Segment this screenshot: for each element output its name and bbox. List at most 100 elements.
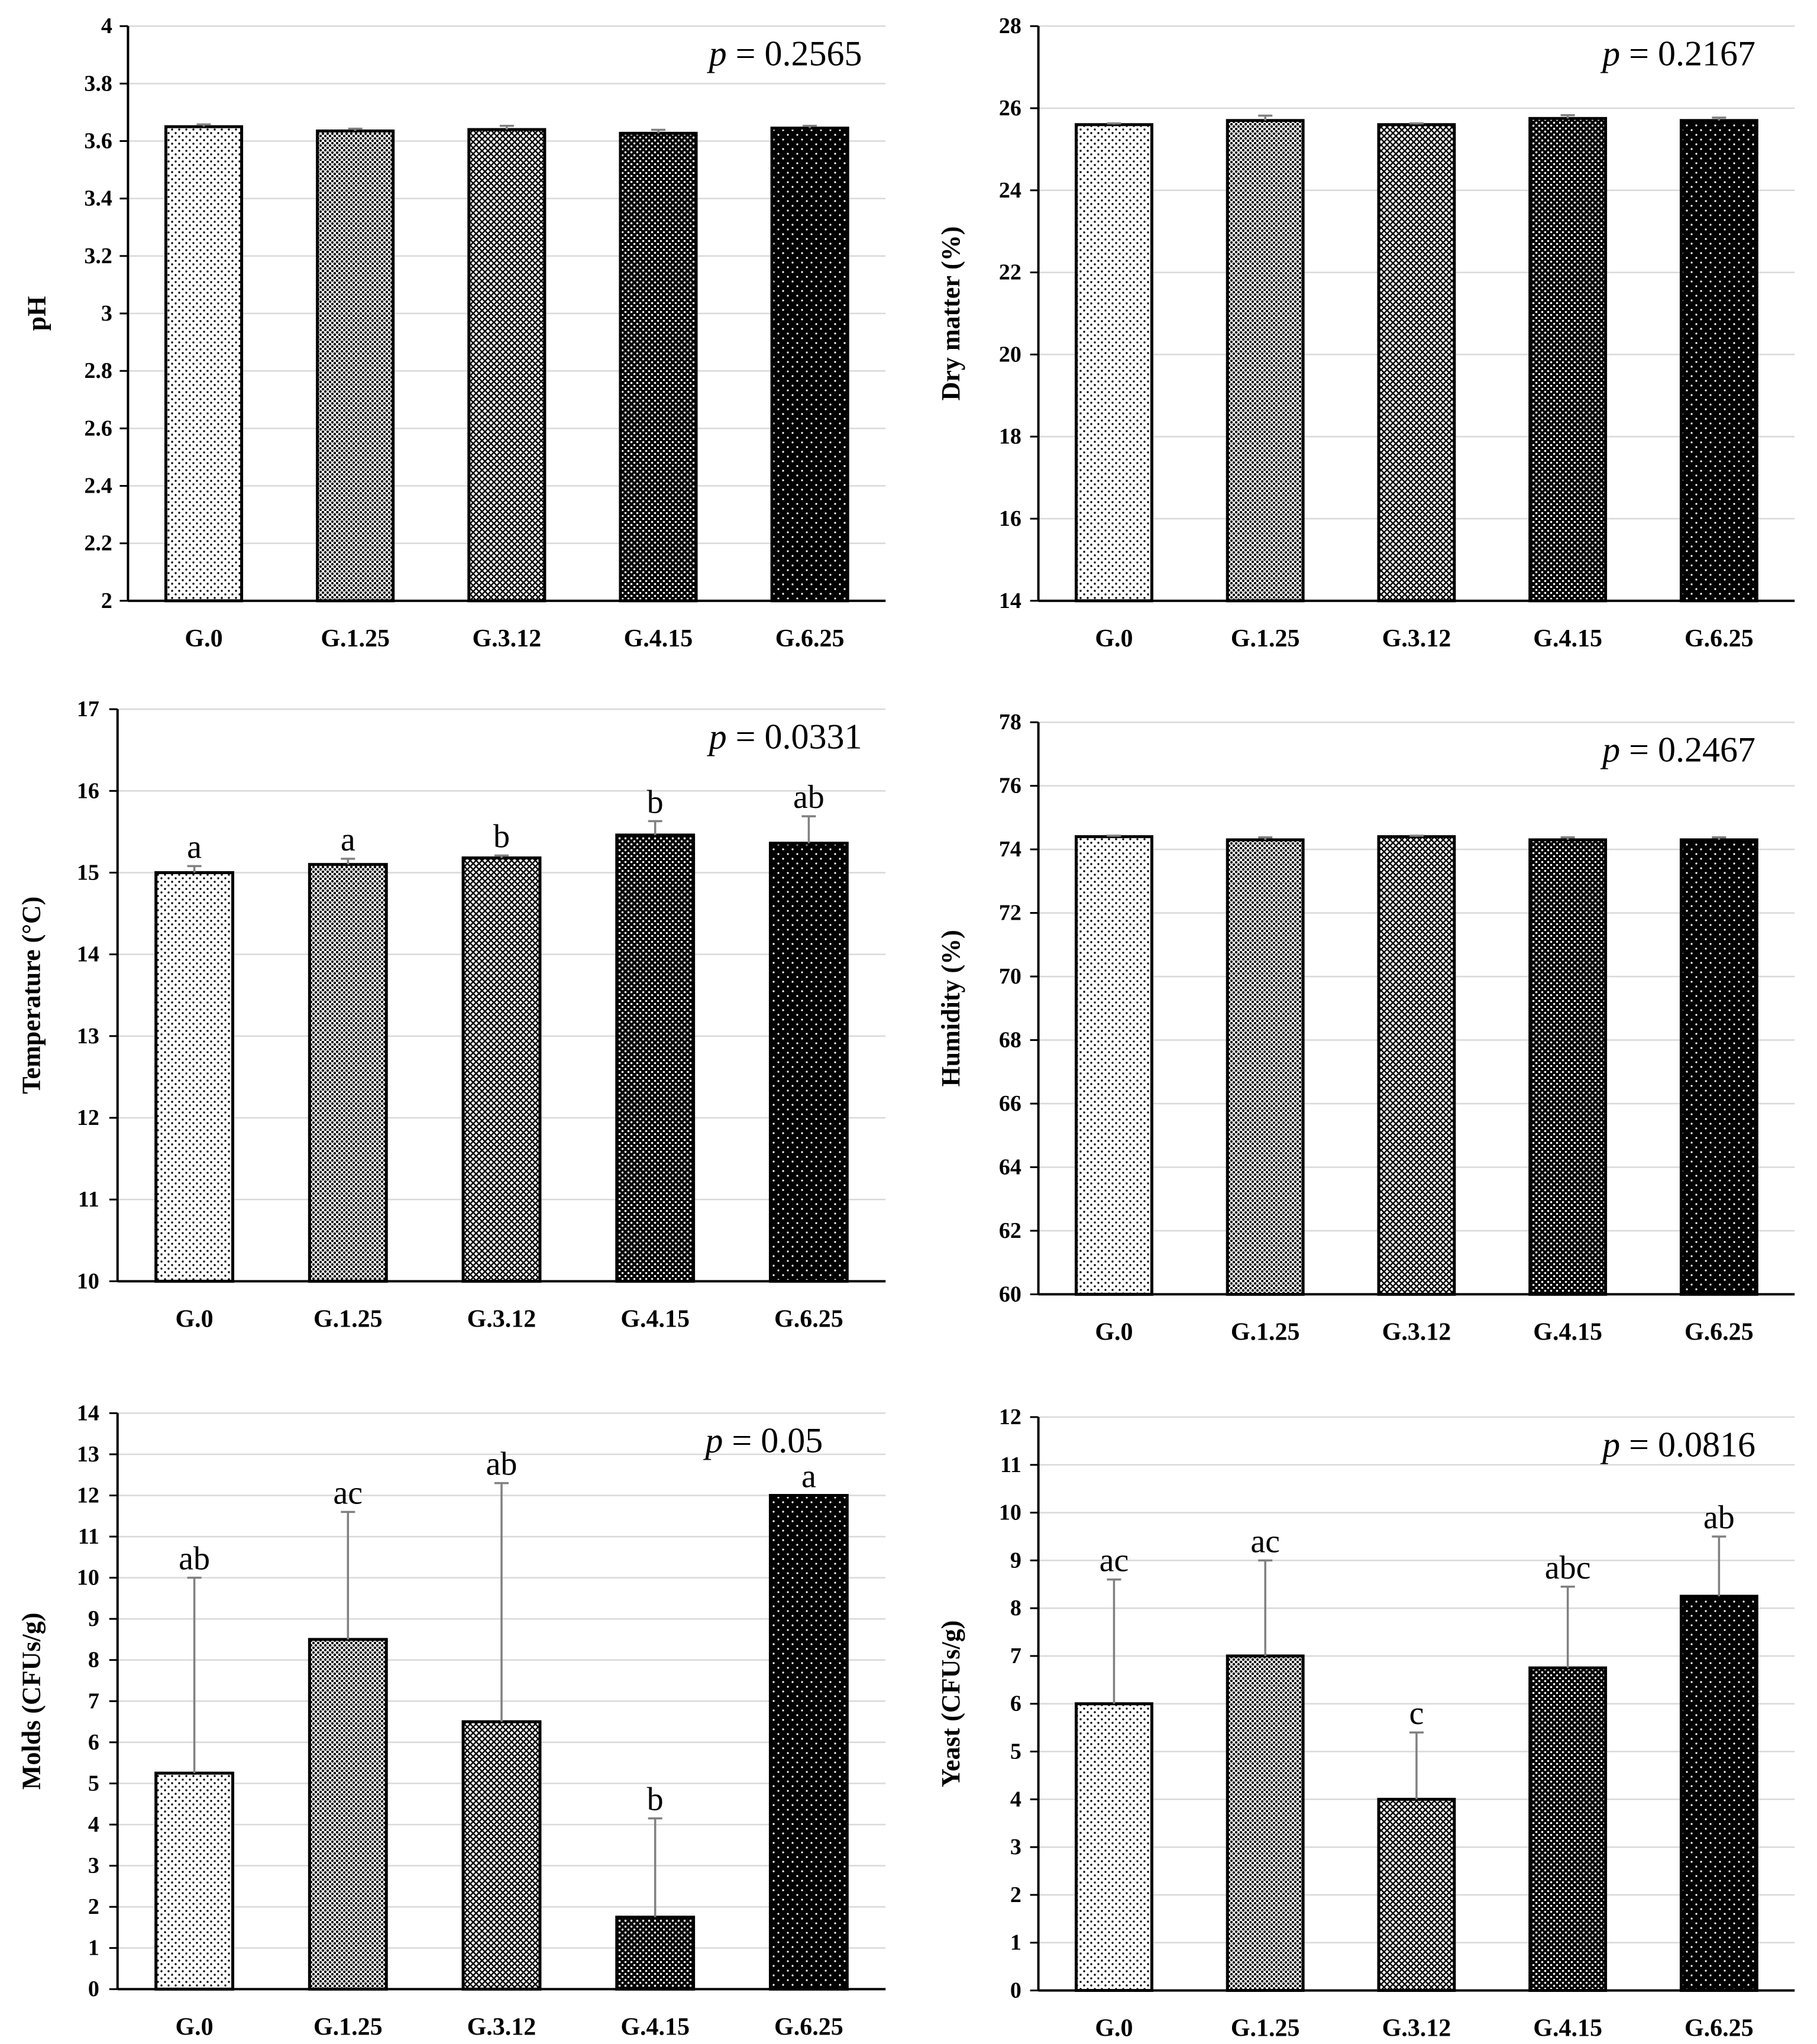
p-value: = 0.0816 <box>1620 1425 1755 1464</box>
y-tick-label: 3.2 <box>84 244 112 269</box>
significance-letter: a <box>801 1458 816 1495</box>
x-tick-label: G.4.15 <box>1533 1319 1602 1346</box>
y-tick-label: 3 <box>101 301 112 326</box>
y-tick-label: 3 <box>88 1854 99 1878</box>
bar-dry-matter-g-4-15 <box>1528 117 1608 603</box>
y-tick-label: 4 <box>1010 1787 1021 1812</box>
y-axis-label: Humidity (%) <box>936 930 965 1086</box>
x-tick-label: G.3.12 <box>467 1306 536 1333</box>
p-value-label: p = 0.2467 <box>1600 730 1755 769</box>
chart-ph: 2 2.2 2.4 2.6 2.8 3 3.2 3.4 3.6 3.8 4 pH p = 0.2565 G… <box>22 14 886 652</box>
bar-ph-g-4-15 <box>619 131 698 603</box>
x-tick-label: G.1.25 <box>1231 1319 1300 1346</box>
y-tick-label: 3.6 <box>84 128 112 153</box>
y-tick-label: 10 <box>77 1269 99 1293</box>
x-tick-label: G.6.25 <box>1685 1319 1754 1346</box>
y-tick-label: 12 <box>77 1483 99 1508</box>
y-tick-label: 9 <box>88 1606 99 1631</box>
chart-dry-matter: 14 16 18 20 22 24 26 28 Dry matter (%) p = 0.2167… <box>936 14 1795 652</box>
y-tick-label: 6 <box>1010 1692 1021 1716</box>
p-value-label: p = 0.05 <box>703 1421 823 1460</box>
y-tick-label: 10 <box>77 1566 99 1590</box>
p-value: = 0.2565 <box>727 34 862 73</box>
significance-letter: b <box>647 1781 664 1818</box>
p-value-label: p = 0.2167 <box>1600 34 1755 73</box>
significance-letter: ab <box>793 779 825 816</box>
chart-temperature: 10 11 12 13 14 15 16 17 Temperature (°C) p = 0.03… <box>17 697 886 1333</box>
p-value: = 0.0331 <box>727 717 862 756</box>
y-tick-label: 7 <box>1010 1644 1021 1668</box>
significance-letter: c <box>1409 1695 1424 1732</box>
x-tick-label: G.0 <box>1095 1319 1133 1346</box>
bar-humidity-g-4-15 <box>1528 838 1608 1296</box>
y-tick-label: 2.4 <box>84 473 112 498</box>
significance-letter: ac <box>333 1474 363 1511</box>
y-tick-label: 14 <box>77 1401 99 1425</box>
bar-yeast-g-0 <box>1075 1702 1153 1992</box>
x-tick-label: G.4.15 <box>1533 625 1602 652</box>
bar-molds-g-6-25 <box>768 1494 849 1991</box>
y-tick-label: 16 <box>77 778 99 803</box>
y-tick-label: 14 <box>77 942 99 967</box>
y-tick-label: 16 <box>999 506 1021 531</box>
p-symbol: p <box>1600 1425 1620 1464</box>
x-tick-label: G.3.12 <box>1382 1319 1451 1346</box>
x-tick-label: G.4.15 <box>620 1306 690 1333</box>
y-tick-label: 2.2 <box>84 531 112 556</box>
significance-letter: b <box>493 818 510 855</box>
x-tick-label: G.0 <box>176 1306 214 1333</box>
x-tick-label: G.3.12 <box>1382 625 1451 652</box>
p-value-label: p = 0.0816 <box>1600 1425 1755 1464</box>
x-tick-label: G.1.25 <box>313 1306 383 1333</box>
y-axis-label: Dry matter (%) <box>936 227 965 401</box>
y-tick-label: 5 <box>88 1771 99 1796</box>
significance-letter: ac <box>1250 1523 1280 1560</box>
y-axis-label: pH <box>22 296 51 331</box>
y-axis-label: Yeast (CFUs/g) <box>936 1621 965 1787</box>
y-tick-label: 11 <box>78 1187 99 1212</box>
x-tick-label: G.6.25 <box>775 625 845 652</box>
bar-ph-g-0 <box>164 125 244 603</box>
y-tick-label: 3 <box>1010 1835 1021 1859</box>
bar-ph-g-3-12 <box>467 128 547 603</box>
y-tick-label: 64 <box>999 1154 1021 1179</box>
x-tick-label: G.1.25 <box>1231 2015 1300 2042</box>
x-tick-label: G.0 <box>1095 2015 1133 2042</box>
y-tick-label: 11 <box>78 1524 99 1549</box>
x-tick-label: G.0 <box>1095 625 1133 652</box>
bar-dry-matter-g-3-12 <box>1377 123 1456 603</box>
y-tick-label: 24 <box>999 178 1021 203</box>
p-symbol: p <box>703 1421 723 1460</box>
bar-dry-matter-g-1-25 <box>1226 119 1305 603</box>
y-tick-label: 12 <box>77 1105 99 1130</box>
y-tick-label: 66 <box>999 1091 1021 1116</box>
bar-molds-g-4-15 <box>615 1916 696 1991</box>
y-tick-label: 26 <box>999 96 1021 121</box>
x-tick-label: G.1.25 <box>1231 625 1300 652</box>
y-tick-label: 72 <box>999 901 1021 926</box>
p-value-label: p = 0.2565 <box>707 34 862 73</box>
bar-molds-g-3-12 <box>461 1720 542 1991</box>
significance-letter: b <box>647 784 664 820</box>
y-tick-label: 2 <box>88 1894 99 1919</box>
y-tick-label: 8 <box>88 1648 99 1673</box>
p-symbol: p <box>707 34 727 73</box>
x-tick-label: G.3.12 <box>467 2014 536 2041</box>
p-value: = 0.2467 <box>1620 730 1755 769</box>
bar-humidity-g-3-12 <box>1377 835 1456 1296</box>
y-tick-label: 18 <box>999 424 1021 449</box>
significance-letter: ab <box>486 1446 518 1483</box>
x-tick-label: G.6.25 <box>1685 625 1754 652</box>
y-tick-label: 1 <box>88 1936 99 1961</box>
bar-molds-g-1-25 <box>308 1638 388 1991</box>
y-tick-label: 5 <box>1010 1739 1021 1764</box>
y-axis-label: Molds (CFUs/g) <box>17 1613 46 1790</box>
y-tick-label: 22 <box>999 260 1021 285</box>
bar-yeast-g-6-25 <box>1679 1595 1758 1992</box>
bar-yeast-g-1-25 <box>1226 1654 1305 1992</box>
y-tick-label: 15 <box>77 860 99 885</box>
p-value: = 0.05 <box>723 1421 823 1460</box>
y-tick-label: 74 <box>999 837 1021 862</box>
significance-letter: a <box>187 829 202 865</box>
y-tick-label: 28 <box>999 14 1021 38</box>
